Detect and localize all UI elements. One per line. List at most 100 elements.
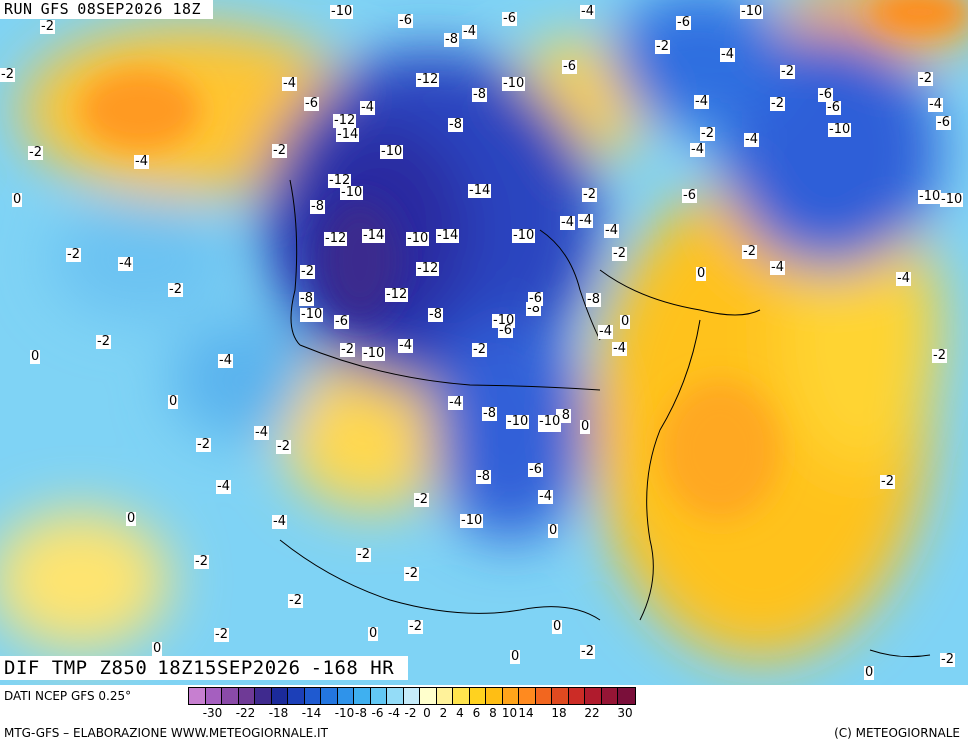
contour-label: -8 xyxy=(472,87,487,102)
contour-label: 0 xyxy=(548,523,559,538)
contour-label: -4 xyxy=(118,256,133,271)
contour-label: -6 xyxy=(498,323,513,338)
color-scale-tick-label: -22 xyxy=(235,706,256,720)
color-swatch xyxy=(535,688,552,704)
contour-label: -6 xyxy=(818,87,833,102)
contour-label: 0 xyxy=(864,665,875,680)
contour-label: -12 xyxy=(328,173,352,188)
color-swatch xyxy=(238,688,255,704)
contour-label: -10 xyxy=(460,513,484,528)
color-swatch xyxy=(601,688,618,704)
field-variable: DIF TMP Z850 xyxy=(4,657,148,679)
color-scale-tick-label: 18 xyxy=(551,706,567,720)
color-scale-tick-label: -10 xyxy=(334,706,355,720)
contour-label: 0 xyxy=(152,641,163,656)
contour-label: 0 xyxy=(696,266,707,281)
contour-label: -14 xyxy=(336,127,360,142)
contour-label: -4 xyxy=(254,425,269,440)
color-scale-tick-label: 6 xyxy=(472,706,481,720)
contour-label: -2 xyxy=(168,282,183,297)
color-scale-tick-label: -4 xyxy=(388,706,400,720)
color-scale-bar xyxy=(188,687,636,705)
contour-label: -8 xyxy=(448,117,463,132)
contour-label: -6 xyxy=(676,15,691,30)
contour-label: -2 xyxy=(918,71,933,86)
contour-label: -6 xyxy=(562,59,577,74)
contour-label: -10 xyxy=(330,4,354,19)
credit-right: (C) METEOGIORNALE xyxy=(834,726,960,740)
contour-label: -6 xyxy=(304,96,319,111)
contour-label: -2 xyxy=(276,439,291,454)
color-swatch xyxy=(288,688,305,704)
contour-label: -2 xyxy=(700,126,715,141)
color-scale-tick-label: 22 xyxy=(584,706,600,720)
contour-label: -2 xyxy=(580,644,595,659)
contour-label: -2 xyxy=(0,67,15,82)
contour-label: -2 xyxy=(40,19,55,34)
color-scale-tick-label: 10 xyxy=(501,706,518,720)
contour-label: -6 xyxy=(936,115,951,130)
contour-label: -4 xyxy=(282,76,297,91)
contour-label: -12 xyxy=(416,261,440,276)
contour-label: -10 xyxy=(940,192,964,207)
run-info: RUN GFS 08SEP2026 18Z xyxy=(0,0,214,19)
contour-label: -2 xyxy=(655,39,670,54)
color-swatch xyxy=(337,688,354,704)
contour-label: -6 xyxy=(398,13,413,28)
contour-label: 0 xyxy=(168,394,179,409)
contour-label: -10 xyxy=(512,228,536,243)
contour-label: -4 xyxy=(598,324,613,339)
contour-label: -12 xyxy=(416,72,440,87)
color-scale-tick-label: 30 xyxy=(617,706,633,720)
contour-label: -2 xyxy=(196,437,211,452)
contour-label: -8 xyxy=(299,291,314,306)
contour-label: -6 xyxy=(528,462,543,477)
color-swatch xyxy=(222,688,239,704)
contour-label: -4 xyxy=(538,489,553,504)
contour-label: -4 xyxy=(462,24,477,39)
color-scale-tick-label: -18 xyxy=(268,706,289,720)
contour-label: -4 xyxy=(896,271,911,286)
field-title: DIF TMP Z850 18Z15SEP2026 -168 HR xyxy=(0,656,409,680)
credit-left: MTG-GFS – ELABORAZIONE WWW.METEOGIORNALE… xyxy=(4,726,328,740)
contour-label: -4 xyxy=(398,338,413,353)
color-scale-tick-label: 2 xyxy=(439,706,448,720)
contour-label: -4 xyxy=(216,479,231,494)
contour-label: -10 xyxy=(502,76,526,91)
contour-label: 0 xyxy=(580,419,591,434)
contour-label: -8 xyxy=(476,469,491,484)
color-swatch xyxy=(585,688,602,704)
color-swatch xyxy=(420,688,437,704)
field-valid-time: 18Z15SEP2026 xyxy=(157,657,301,679)
run-label: RUN xyxy=(4,0,33,18)
contour-label: -4 xyxy=(134,154,149,169)
color-swatch xyxy=(354,688,371,704)
contour-label: -10 xyxy=(538,414,562,429)
color-scale-tick-label: -2 xyxy=(404,706,417,720)
contour-label: -10 xyxy=(506,414,530,429)
contour-label: -12 xyxy=(333,113,357,128)
contour-label: -2 xyxy=(340,342,355,357)
contour-label: -2 xyxy=(940,652,955,667)
contour-label: -4 xyxy=(578,213,593,228)
contour-label: -4 xyxy=(604,223,619,238)
contour-label: -2 xyxy=(194,554,209,569)
contour-label: 0 xyxy=(12,192,23,207)
contour-label: -4 xyxy=(770,260,785,275)
color-swatch xyxy=(205,688,222,704)
contour-label: -4 xyxy=(694,94,709,109)
field-lead-time: -168 HR xyxy=(310,657,395,679)
contour-label: -10 xyxy=(406,231,430,246)
contour-label: -2 xyxy=(28,145,43,160)
contour-label: -4 xyxy=(580,4,595,19)
contour-label: -2 xyxy=(356,547,371,562)
contour-label: -4 xyxy=(690,142,705,157)
contour-label: -4 xyxy=(612,341,627,356)
contour-label: -8 xyxy=(428,307,443,322)
contour-label: -2 xyxy=(288,593,303,608)
color-swatch xyxy=(568,688,585,704)
contour-label: -6 xyxy=(682,188,697,203)
contour-label: -14 xyxy=(436,228,460,243)
contour-label: -8 xyxy=(482,406,497,421)
contour-label: -4 xyxy=(448,395,463,410)
